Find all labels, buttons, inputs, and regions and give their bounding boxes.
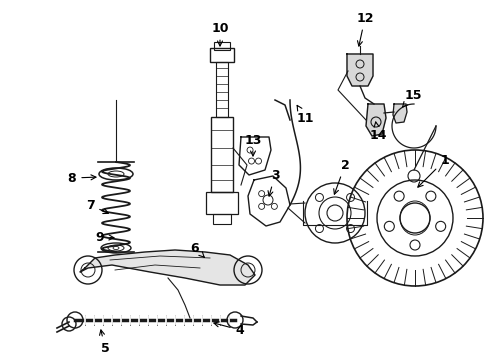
Text: 9: 9 xyxy=(96,230,114,243)
Text: 1: 1 xyxy=(418,153,449,187)
Text: 4: 4 xyxy=(214,322,245,337)
Polygon shape xyxy=(80,250,255,285)
Text: 2: 2 xyxy=(334,158,349,194)
Text: 7: 7 xyxy=(86,198,108,213)
Text: 6: 6 xyxy=(191,242,204,257)
Text: 3: 3 xyxy=(268,168,279,196)
Text: 12: 12 xyxy=(356,12,374,46)
Text: 8: 8 xyxy=(68,171,96,185)
Bar xyxy=(206,192,238,214)
Bar xyxy=(214,42,230,50)
Bar xyxy=(211,117,233,192)
Bar xyxy=(216,62,228,117)
Text: 11: 11 xyxy=(296,105,314,125)
Text: 15: 15 xyxy=(403,89,422,107)
Text: 10: 10 xyxy=(211,22,229,46)
Bar xyxy=(213,214,231,224)
Polygon shape xyxy=(393,104,407,123)
Polygon shape xyxy=(366,104,386,136)
Text: 14: 14 xyxy=(369,122,387,141)
Bar xyxy=(210,48,234,62)
Text: 13: 13 xyxy=(245,134,262,156)
Polygon shape xyxy=(347,54,373,86)
Text: 5: 5 xyxy=(99,330,109,355)
